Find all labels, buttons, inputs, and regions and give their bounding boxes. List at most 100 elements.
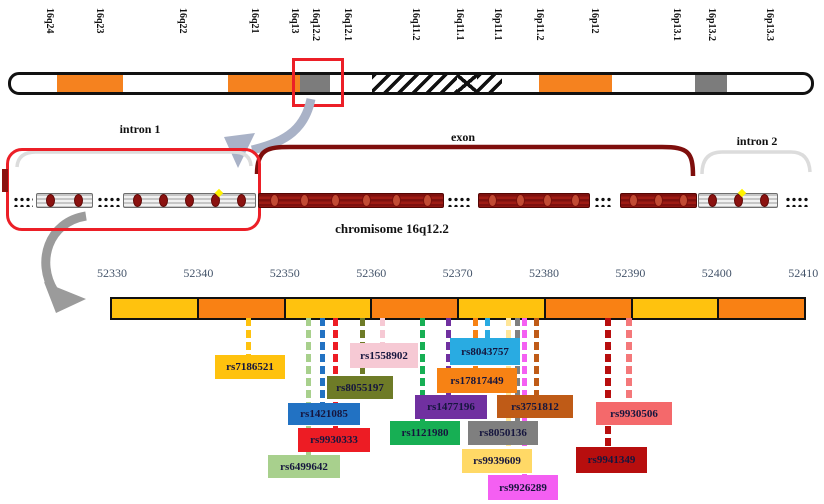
chromosome-band-orange <box>539 75 612 92</box>
gene-left-tick <box>2 169 8 192</box>
gene-track-blob <box>515 194 525 207</box>
snp-line-rs1477196 <box>445 318 451 395</box>
gene-track-exon-segment <box>478 193 590 208</box>
chromosome-band-centromere <box>457 75 477 92</box>
gene-track-dots <box>785 196 808 207</box>
gene-track-blob <box>237 194 247 207</box>
snp-label-rs9939609: rs9939609 <box>462 449 532 473</box>
gene-track-intron-segment <box>698 188 778 208</box>
gene-track-blob <box>543 194 553 207</box>
gene-track-blob <box>331 194 341 207</box>
intron1-highlight-rect <box>6 148 261 231</box>
axis-tick-52370: 52370 <box>442 266 473 280</box>
snp-label-rs3751812: rs3751812 <box>497 395 573 418</box>
intron2-label: intron 2 <box>736 134 778 148</box>
gene-track-blob <box>269 194 279 207</box>
gene-track-blob <box>46 194 56 207</box>
snp-label-rs1558902: rs1558902 <box>350 343 418 368</box>
snp-label-rs8055197: rs8055197 <box>327 376 393 399</box>
bar-segment-2 <box>198 299 286 318</box>
band-label-16q21: 16q21 <box>249 8 260 34</box>
band-label-16q13: 16q13 <box>289 8 300 34</box>
snp-line-rs1558902 <box>379 318 385 343</box>
snp-label-rs9941349: rs9941349 <box>576 447 647 473</box>
snp-line-rs1421085 <box>319 318 325 403</box>
gene-track-intron-segment <box>36 193 93 208</box>
snp-label-rs8050136: rs8050136 <box>468 421 538 445</box>
band-label-16p13.2: 16p13.2 <box>706 8 717 42</box>
gene-track-blob <box>759 194 769 207</box>
chromosome-band-orange <box>228 75 300 92</box>
gene-track-blob <box>679 194 688 207</box>
gene-track-dots <box>447 196 470 207</box>
gene-track-dots <box>13 196 33 207</box>
snp-label-rs1121980: rs1121980 <box>390 421 460 445</box>
snp-line-rs9930333 <box>332 318 338 428</box>
band-label-16p13.1: 16p13.1 <box>671 8 682 42</box>
snp-label-rs17817449: rs17817449 <box>437 368 517 393</box>
gene-track-dots <box>97 196 120 207</box>
band-label-16q23: 16q23 <box>94 8 105 34</box>
bar-segment-5 <box>459 299 546 318</box>
gene-track-dots <box>594 196 612 207</box>
snp-label-rs9930333: rs9930333 <box>298 428 370 452</box>
exon-label: exon <box>451 130 475 144</box>
snp-line-rs6499642 <box>305 318 311 455</box>
gene-track-blob <box>73 194 83 207</box>
chromosome-16-ideogram <box>8 72 814 95</box>
bar-segment-6 <box>545 299 633 318</box>
gene-track-blob <box>488 194 498 207</box>
snp-label-rs9926289: rs9926289 <box>488 475 558 500</box>
gene-track-blob <box>423 194 433 207</box>
snp-line-rs3751812 <box>533 318 539 395</box>
gene-track-exon-segment <box>258 193 444 208</box>
snp-line-rs9941349 <box>605 318 611 447</box>
axis-tick-52330: 52330 <box>97 266 127 280</box>
band-label-16q24: 16q24 <box>44 8 55 34</box>
gene-track-blob <box>184 194 194 207</box>
snp-line-rs7186521 <box>245 318 251 355</box>
axis-tick-52380: 52380 <box>529 266 559 280</box>
gene-track-blob <box>733 194 743 207</box>
band-label-16q12.2: 16q12.2 <box>310 8 321 42</box>
snp-label-rs9930506: rs9930506 <box>596 402 672 425</box>
gene-track-blob <box>392 194 402 207</box>
snp-label-rs8043757: rs8043757 <box>450 338 520 365</box>
gene-track-blob <box>570 194 580 207</box>
snp-line-rs1121980 <box>419 318 425 421</box>
snp-label-rs6499642: rs6499642 <box>268 455 340 478</box>
snp-label-rs1477196: rs1477196 <box>415 395 487 419</box>
chromosome-band-gray <box>300 75 330 92</box>
band-label-16p12: 16p12 <box>589 8 600 34</box>
axis-tick-52350: 52350 <box>269 266 300 280</box>
snp-line-rs8050136 <box>514 318 520 421</box>
bar-segment-4 <box>372 299 459 318</box>
band-label-16q11.2: 16q11.2 <box>410 8 421 41</box>
chromosome-band-hatch <box>372 75 457 92</box>
snp-line-rs8043757 <box>484 318 490 338</box>
gene-track-blob <box>707 194 717 207</box>
snp-label-rs7186521: rs7186521 <box>215 355 285 379</box>
band-label-16q12.1: 16q12.1 <box>342 8 353 42</box>
intron1-label: intron 1 <box>119 122 161 136</box>
axis-tick-52360: 52360 <box>356 266 387 280</box>
gene-track-blob <box>654 194 663 207</box>
band-label-16p11.1: 16p11.1 <box>492 8 503 41</box>
intron2-bracket <box>700 150 812 175</box>
exon-bracket <box>254 144 696 177</box>
band-label-16q11.1: 16q11.1 <box>454 8 465 41</box>
coordinate-bar <box>110 297 806 320</box>
bar-segment-8 <box>719 299 804 318</box>
axis-tick-52410: 52410 <box>788 266 819 280</box>
highlighted-band-box <box>292 58 344 107</box>
bar-segment-1 <box>112 299 199 318</box>
gene-track-blob <box>300 194 310 207</box>
gene-track-blob <box>361 194 371 207</box>
snp-line-rs9930506 <box>626 318 632 402</box>
region-label: chromisome 16q12.2 <box>335 221 449 236</box>
axis-tick-52390: 52390 <box>615 266 646 280</box>
band-label-16q22: 16q22 <box>177 8 188 34</box>
gene-track-intron-segment <box>123 188 256 208</box>
band-label-16p11.2: 16p11.2 <box>534 8 545 41</box>
